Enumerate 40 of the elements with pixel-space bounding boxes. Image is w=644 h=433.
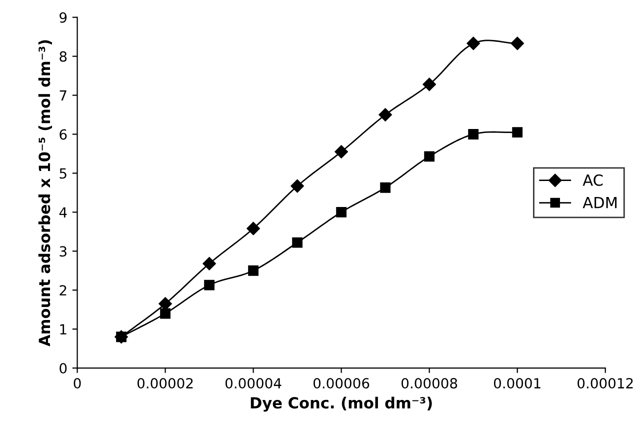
- point: [336, 206, 347, 218]
- point: [160, 308, 170, 319]
- x-tick-label: 0: [74, 378, 81, 389]
- x-tick-label: 0.00008: [402, 378, 458, 389]
- x-tick-label: 0.0001: [494, 378, 540, 389]
- point: [512, 127, 523, 138]
- point: [246, 222, 260, 236]
- y-tick-label: 7: [60, 90, 66, 101]
- y-tick-label: 9: [60, 12, 67, 23]
- point: [248, 265, 259, 276]
- point: [380, 182, 391, 193]
- y-axis-title: Amount adsorbed x 10⁻⁵ (mol dm⁻³): [38, 40, 52, 346]
- point: [378, 108, 392, 122]
- y-tick-label: 1: [60, 324, 66, 334]
- x-tick-label: 0.00012: [578, 378, 633, 389]
- point: [202, 257, 216, 270]
- point: [334, 145, 348, 158]
- x-tick-label: 0.00004: [226, 378, 282, 389]
- point: [158, 297, 172, 310]
- y-tick-label: 6: [60, 129, 67, 140]
- legend-label: AC: [582, 174, 603, 186]
- point: [468, 129, 479, 140]
- x-axis-title: Dye Conc. (mol dm⁻³): [250, 396, 432, 412]
- y-tick-label: 8: [60, 51, 67, 62]
- x-tick-label: 0.00006: [314, 378, 370, 389]
- point: [424, 151, 435, 162]
- point: [466, 36, 480, 50]
- legend-label: ADM: [582, 196, 617, 208]
- point: [292, 237, 303, 248]
- point: [204, 280, 215, 290]
- y-tick-label: 4: [59, 207, 67, 218]
- y-tick-label: 0: [60, 363, 67, 374]
- y-tick-label: 2: [60, 285, 66, 296]
- y-tick-label: 5: [60, 168, 66, 179]
- point: [290, 179, 304, 193]
- y-tick-label: 3: [60, 246, 66, 257]
- point: [422, 78, 436, 91]
- point: [116, 332, 126, 342]
- x-tick-label: 0.00002: [137, 378, 193, 389]
- point: [510, 36, 524, 50]
